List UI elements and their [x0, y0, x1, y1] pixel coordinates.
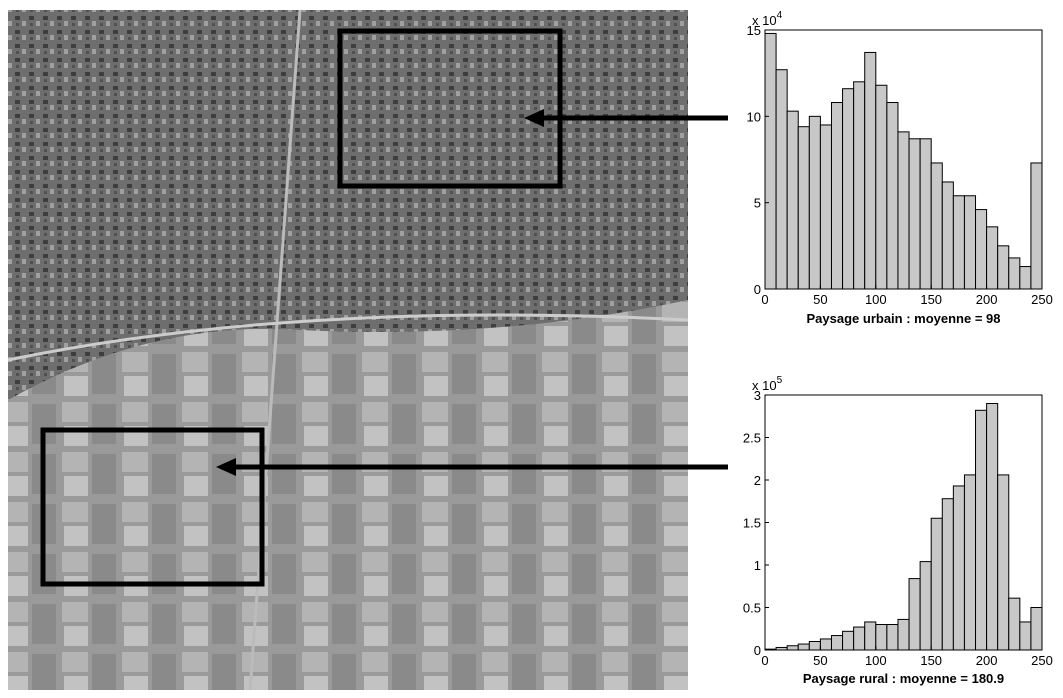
bar — [797, 126, 810, 290]
bar — [819, 638, 832, 651]
bar — [941, 498, 954, 651]
y-tick-label: 0.5 — [743, 601, 761, 616]
bar — [875, 624, 888, 651]
x-tick-label: 100 — [865, 653, 887, 668]
bar — [919, 561, 932, 651]
bar — [797, 643, 810, 651]
bar — [997, 474, 1010, 651]
y-tick-label: 0 — [754, 282, 761, 297]
chart-title: Paysage urbain : moyenne = 98 — [807, 311, 1001, 326]
x-tick-label: 0 — [761, 653, 768, 668]
bar — [1019, 266, 1032, 290]
bar — [1008, 257, 1021, 290]
bar — [842, 630, 855, 651]
y-multiplier: x 104 — [752, 10, 783, 28]
y-tick-label: 1.5 — [743, 516, 761, 531]
x-tick-label: 200 — [976, 292, 998, 307]
bar — [830, 102, 844, 290]
y-multiplier-exponent: 4 — [777, 10, 783, 21]
x-tick-label: 50 — [813, 292, 827, 307]
x-tick-label: 250 — [1031, 653, 1053, 668]
bar — [975, 409, 988, 651]
arrow — [524, 109, 728, 127]
bar — [775, 69, 788, 290]
bar — [864, 621, 877, 651]
bar — [930, 517, 943, 651]
arrow — [216, 458, 728, 476]
y-tick-label: 1 — [754, 558, 761, 573]
bar — [952, 485, 965, 651]
y-tick-label: 15 — [747, 23, 761, 38]
bar — [986, 226, 999, 290]
bar — [842, 88, 855, 290]
bar — [941, 181, 954, 290]
bar — [952, 195, 965, 290]
bar — [830, 635, 844, 651]
y-tick-label: 0 — [754, 643, 761, 658]
bar — [819, 124, 832, 290]
bar — [897, 618, 910, 651]
bar — [1008, 597, 1021, 651]
bar — [908, 138, 921, 290]
y-multiplier-exponent: 5 — [777, 375, 783, 386]
x-tick-label: 150 — [920, 653, 942, 668]
bar — [975, 209, 988, 290]
bar — [875, 84, 888, 290]
axes-box — [764, 29, 1043, 290]
bar — [986, 403, 999, 651]
bar — [853, 81, 866, 290]
bar — [1019, 621, 1032, 651]
chart-title: Paysage rural : moyenne = 180.9 — [803, 671, 1004, 686]
bar — [963, 195, 977, 290]
x-tick-label: 200 — [976, 653, 998, 668]
x-tick-label: 0 — [761, 292, 768, 307]
bar — [997, 245, 1010, 290]
zoom-box — [40, 427, 265, 587]
y-multiplier-base: x 10 — [752, 13, 777, 28]
bar — [764, 32, 777, 290]
y-tick-label: 2 — [754, 473, 761, 488]
y-tick-label: 2.5 — [743, 431, 761, 446]
bar — [930, 162, 943, 290]
x-tick-label: 250 — [1031, 292, 1053, 307]
bar — [886, 102, 899, 290]
bar — [919, 138, 932, 290]
bar — [963, 474, 977, 651]
x-tick-label: 50 — [813, 653, 827, 668]
zoom-box — [337, 28, 563, 189]
y-tick-label: 10 — [747, 109, 761, 124]
aerial-image — [7, 9, 689, 691]
bar — [908, 578, 921, 651]
bar — [808, 115, 821, 290]
y-multiplier: x 105 — [752, 375, 783, 393]
bar — [808, 641, 821, 651]
bar — [786, 645, 799, 651]
x-tick-label: 100 — [865, 292, 887, 307]
y-multiplier-base: x 10 — [752, 378, 777, 393]
bar — [853, 626, 866, 651]
bar — [897, 131, 910, 290]
bar — [864, 51, 877, 290]
y-tick-label: 5 — [754, 196, 761, 211]
x-tick-label: 150 — [920, 292, 942, 307]
bar — [1030, 162, 1043, 290]
bar — [1030, 607, 1043, 651]
bar — [786, 110, 799, 290]
bar — [886, 624, 899, 651]
y-tick-label: 3 — [754, 388, 761, 403]
